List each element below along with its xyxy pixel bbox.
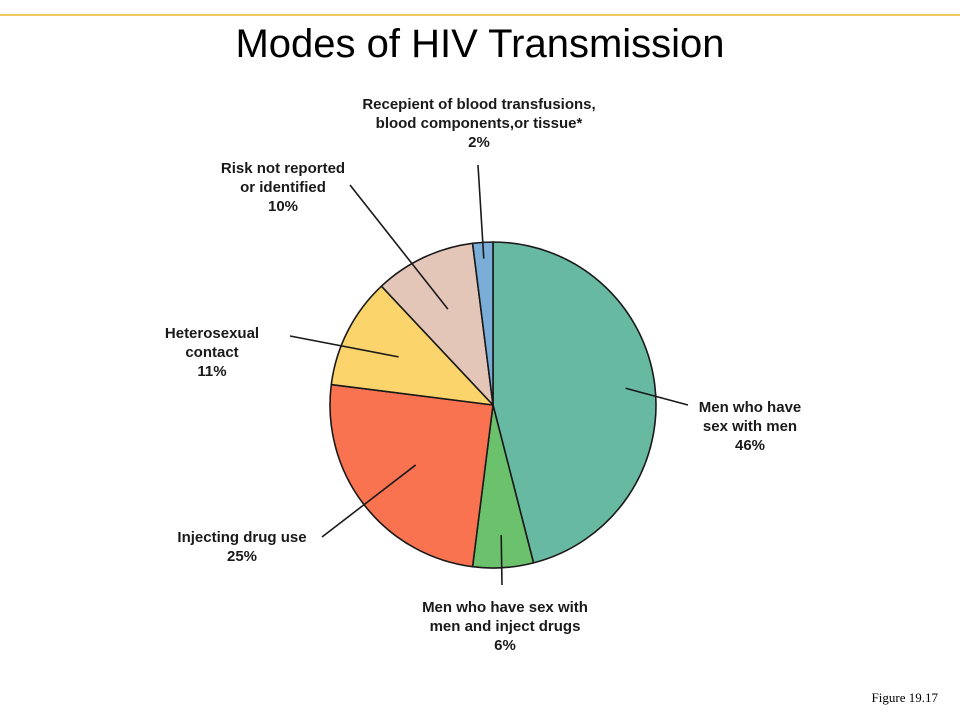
leader-line-4 <box>349 184 449 310</box>
page-title: Modes of HIV Transmission <box>235 22 725 66</box>
slice-label-5: Recepient of blood transfusions, blood co… <box>362 96 595 151</box>
leader-line-1 <box>500 535 503 586</box>
slice-percent-4: 10% <box>268 198 298 215</box>
slice-label-line-0-0: Men who have <box>699 399 802 416</box>
slice-label-line-3-0: Heterosexual <box>165 325 259 342</box>
slice-labels: Men who have sex with men 46% Men who have … <box>165 96 801 654</box>
slice-label-line-4-1: or identified <box>240 179 326 196</box>
pie-slice-3 <box>330 285 494 406</box>
leader-lines <box>289 164 689 586</box>
leader-line-5 <box>477 164 485 259</box>
slice-label-3: Heterosexual contact 11% <box>165 325 259 380</box>
figure-caption: Figure 19.17 <box>871 690 938 705</box>
slice-label-4: Risk not reported or identified 10% <box>221 160 345 215</box>
slice-label-2: Injecting drug use 25% <box>177 529 306 565</box>
slice-label-line-0-1: sex with men <box>703 418 797 435</box>
slice-percent-5: 2% <box>468 134 490 151</box>
pie-slice-0 <box>492 241 657 564</box>
slice-percent-3: 11% <box>197 363 226 380</box>
slice-percent-2: 25% <box>227 548 257 565</box>
slice-label-line-4-0: Risk not reported <box>221 160 345 177</box>
slice-label-0: Men who have sex with men 46% <box>699 399 802 454</box>
top-rule <box>0 14 960 16</box>
slice-label-line-5-0: Recepient of blood transfusions, <box>362 96 595 113</box>
leader-line-2 <box>321 464 417 538</box>
slice-label-1: Men who have sex with men and inject drug… <box>422 599 588 654</box>
slice-label-line-1-0: Men who have sex with <box>422 599 588 616</box>
slice-label-line-1-1: men and inject drugs <box>430 618 581 635</box>
slice-label-line-3-1: contact <box>185 344 238 361</box>
pie-slice-4 <box>380 242 494 406</box>
slice-label-line-5-1: blood components,or tissue* <box>376 115 583 132</box>
slice-percent-0: 46% <box>735 437 765 454</box>
leader-line-0 <box>625 387 689 406</box>
slice-label-line-2-0: Injecting drug use <box>177 529 306 546</box>
pie-slices <box>329 241 657 569</box>
leader-line-3 <box>289 335 399 358</box>
slice-percent-1: 6% <box>494 637 516 654</box>
pie-slice-2 <box>329 383 494 568</box>
